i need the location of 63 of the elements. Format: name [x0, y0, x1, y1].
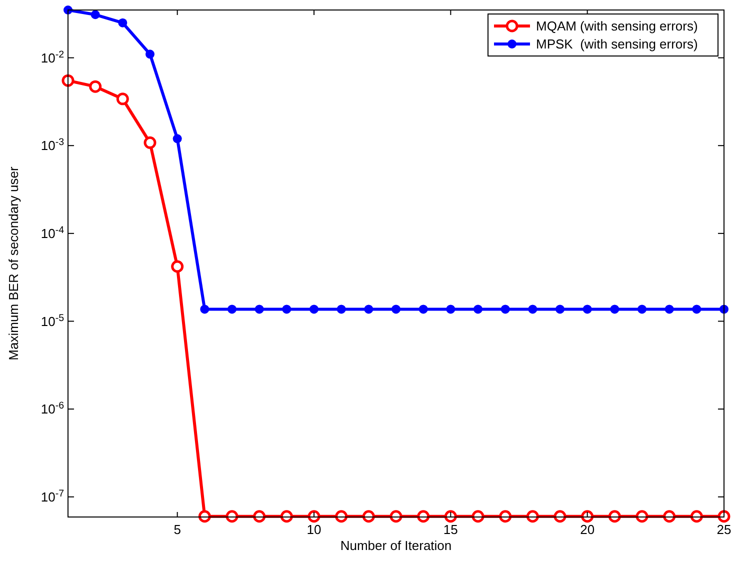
point	[362, 510, 375, 523]
point	[90, 10, 100, 20]
point	[582, 304, 592, 314]
y-tick-label: 10$^{-2}$	[40, 48, 64, 66]
point	[638, 304, 646, 314]
legend-label: MQAM (with sensing errors)	[536, 18, 698, 34]
point	[528, 304, 538, 314]
y-tick-label: 10$^{-5}$	[40, 312, 65, 329]
x-tick-label: 15	[443, 522, 458, 537]
y-tick-label: 10$^{-3}$	[40, 136, 64, 154]
point	[308, 510, 320, 523]
point	[500, 304, 510, 314]
point	[62, 74, 74, 87]
point	[526, 510, 539, 523]
point	[636, 510, 648, 523]
point	[610, 304, 620, 314]
point	[692, 304, 702, 314]
point	[282, 304, 292, 314]
y-tick-label: 10$^{-7}$	[40, 488, 64, 504]
point	[581, 510, 594, 523]
point	[608, 510, 621, 523]
y-tick-label: 10$^{-6}$	[40, 400, 64, 417]
point	[364, 304, 374, 314]
point	[390, 510, 402, 523]
point	[718, 510, 730, 523]
point	[418, 304, 428, 314]
point	[556, 304, 564, 314]
point	[280, 510, 293, 523]
point	[310, 304, 318, 314]
point	[392, 304, 400, 314]
point	[116, 92, 129, 106]
y-tick-label: 10$^{-4}$	[40, 224, 65, 241]
point	[253, 510, 266, 523]
point	[254, 304, 264, 314]
point	[417, 510, 430, 523]
point	[172, 134, 182, 144]
y-axis-title: Maximum BER of secondary user	[6, 166, 21, 360]
point	[499, 510, 512, 523]
point	[664, 304, 674, 314]
point	[118, 18, 128, 28]
point	[89, 80, 102, 93]
point	[146, 50, 154, 59]
point	[446, 304, 456, 314]
point	[663, 510, 676, 523]
point	[474, 304, 482, 314]
x-tick-label: 25	[716, 522, 732, 537]
point	[228, 304, 236, 314]
point	[198, 510, 211, 523]
point	[336, 304, 346, 314]
x-axis-title: Number of Iteration	[340, 538, 452, 553]
x-tick-label: 20	[580, 522, 595, 537]
legend-label: MPSK (with sensing errors)	[536, 36, 698, 52]
point	[690, 510, 703, 523]
point	[335, 510, 348, 523]
point	[144, 136, 156, 149]
x-tick-label: 5	[174, 522, 181, 537]
point	[200, 304, 210, 314]
point	[444, 510, 457, 523]
point	[171, 260, 184, 273]
point	[554, 510, 566, 523]
point	[226, 510, 238, 523]
point	[472, 510, 484, 523]
x-tick-label: 10	[306, 522, 322, 537]
